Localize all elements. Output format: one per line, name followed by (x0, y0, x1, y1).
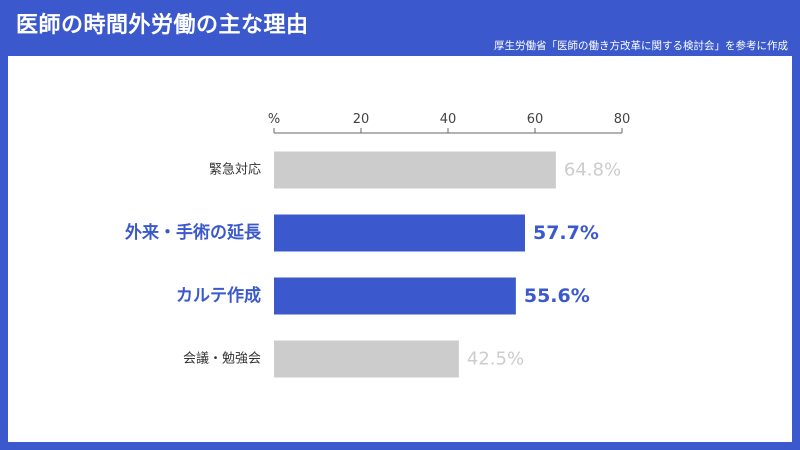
bar-0 (274, 151, 556, 189)
bar-chart: % 20 40 60 80 緊急対応 64.8% 外来・手術の延長 57.7% カルテ作成 55.6… (125, 112, 631, 378)
chart-panel: % 20 40 60 80 緊急対応 64.8% 外来・手術の延長 57.7% カルテ作成 55.6… (8, 56, 792, 442)
value-label-3: 42.5% (467, 349, 524, 370)
category-label-3: 会議・勉強会 (183, 352, 261, 367)
x-tick-label-60: 60 (527, 112, 544, 127)
category-label-2: カルテ作成 (176, 285, 261, 306)
x-tick-label-80: 80 (614, 112, 631, 127)
category-label-0: 緊急対応 (209, 163, 261, 178)
x-tick-label-40: 40 (440, 112, 457, 127)
bar-3 (274, 340, 459, 378)
chart-title: 医師の時間外労働の主な理由 (16, 13, 309, 38)
source-note: 厚生労働省「医師の働き方改革に関する検討会」を参考に作成 (494, 40, 788, 52)
value-label-2: 55.6% (524, 285, 590, 307)
value-label-1: 57.7% (533, 222, 599, 244)
value-label-0: 64.8% (564, 160, 621, 181)
x-tick-label-0: % (268, 112, 280, 127)
category-label-1: 外来・手術の延長 (125, 222, 262, 243)
bar-2 (274, 277, 516, 315)
x-tick-label-20: 20 (353, 112, 370, 127)
bar-1 (274, 214, 525, 252)
